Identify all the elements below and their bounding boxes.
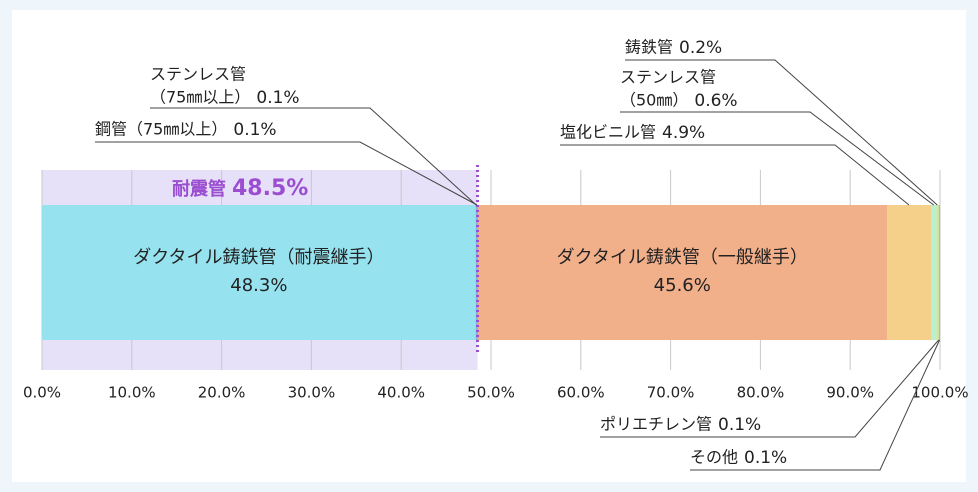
segment-value: 45.6% [654, 275, 711, 296]
bar-segment [931, 205, 937, 340]
callout-line [600, 339, 940, 438]
callout-name: 鋼管（75㎜以上） [95, 120, 227, 139]
callout-value: 0.2% [679, 38, 722, 58]
x-tick-label: 50.0% [467, 384, 515, 402]
callout-name: その他 [690, 448, 738, 467]
x-tick-label: 10.0% [108, 384, 156, 402]
annotation-text: 耐震管 [172, 178, 226, 200]
x-tick-label: 60.0% [557, 384, 605, 402]
bar-segment [936, 205, 939, 340]
bar-segment [887, 205, 932, 340]
annotation-value: 48.5% [232, 176, 308, 201]
x-tick-label: 0.0% [23, 384, 61, 402]
callout-name: ステンレス管 [620, 68, 716, 87]
x-tick-label: 90.0% [826, 384, 874, 402]
bar-segment [938, 205, 940, 340]
x-tick-label: 20.0% [198, 384, 246, 402]
bar-segment [476, 205, 478, 340]
callout-line [150, 107, 477, 206]
callout-line [690, 339, 941, 471]
bar-segment [42, 205, 476, 340]
callout-name: （75㎜以上） [150, 88, 250, 107]
callout-line [95, 141, 478, 206]
callout-value: 0.1% [744, 448, 787, 468]
callout-line [625, 59, 938, 206]
callout-value: 0.1% [233, 120, 276, 140]
segment-name: ダクタイル鋳鉄管（耐震継手） [133, 247, 384, 268]
x-tick-label: 100.0% [911, 384, 968, 402]
x-tick-label: 70.0% [647, 384, 695, 402]
bar-segment [475, 205, 477, 340]
callout-name: 鋳鉄管 [625, 38, 673, 57]
callout-name: （50㎜） [620, 91, 688, 110]
callout-line [620, 111, 935, 206]
segment-value: 48.3% [230, 275, 287, 296]
callout-value: 0.1% [718, 415, 761, 435]
x-tick-label: 40.0% [377, 384, 425, 402]
bar-segment [477, 205, 888, 340]
callout-name: ポリエチレン管 [600, 415, 712, 434]
callout-name: 塩化ビニル管 [560, 123, 656, 142]
segment-name: ダクタイル鋳鉄管（一般継手） [557, 247, 808, 268]
x-tick-label: 30.0% [288, 384, 336, 402]
callout-line [560, 144, 910, 206]
x-tick-label: 80.0% [737, 384, 785, 402]
callout-name: ステンレス管 [150, 65, 246, 84]
callout-value: 0.6% [694, 91, 737, 111]
bar-segment [939, 205, 940, 340]
callout-value: 4.9% [662, 123, 705, 143]
callout-value: 0.1% [256, 88, 299, 108]
